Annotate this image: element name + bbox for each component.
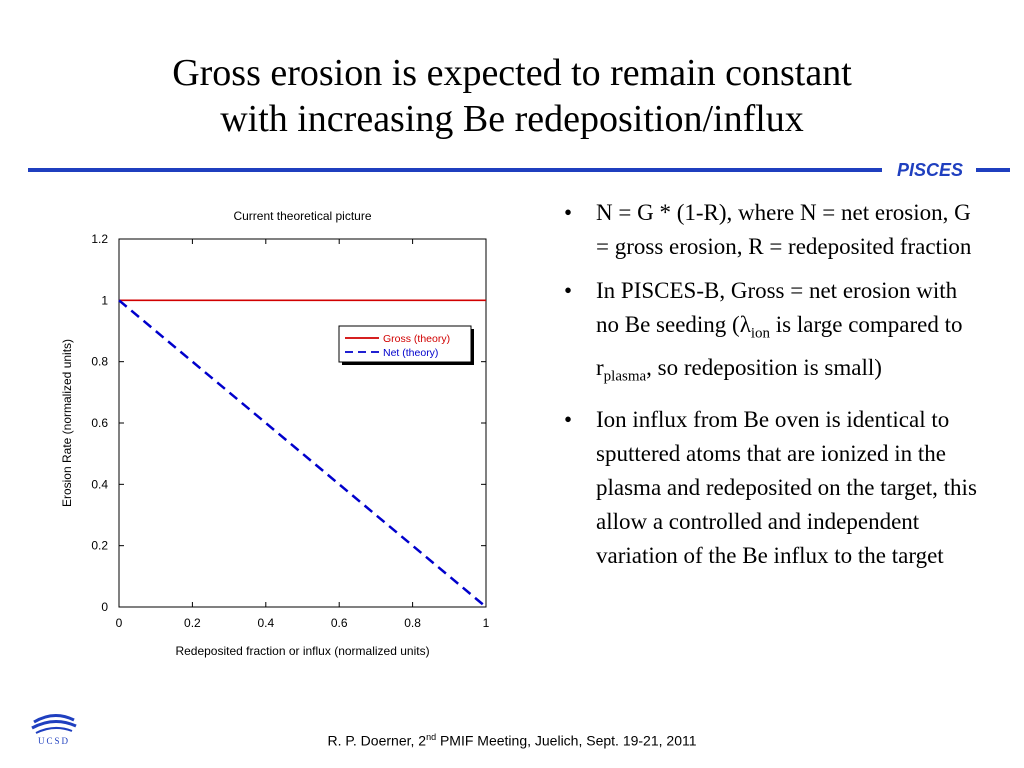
bullet-item: Ion influx from Be oven is identical to … <box>560 403 980 573</box>
footer-superscript: nd <box>426 732 437 742</box>
header-rule-right <box>976 168 1010 172</box>
footer-text: PMIF Meeting, Juelich, Sept. 19-21, 2011 <box>436 732 697 749</box>
ucsd-logo: UCSD <box>31 714 77 746</box>
header-rule-left <box>28 168 882 172</box>
bullet-text: In PISCES-B, Gross = net erosion with no… <box>596 278 958 337</box>
x-tick-label: 0.4 <box>257 616 274 630</box>
bullet-item: In PISCES-B, Gross = net erosion with no… <box>560 274 980 393</box>
logo-text: UCSD <box>38 736 70 746</box>
erosion-chart: Current theoretical picture 0 0.2 0.4 0.6 0.8… <box>60 209 490 658</box>
footer-text: R. P. Doerner, 2 <box>327 732 427 749</box>
y-tick-label: 1 <box>101 293 108 307</box>
chart-title: Current theoretical picture <box>233 209 371 223</box>
slide-title: Gross erosion is expected to remain cons… <box>60 50 964 142</box>
footer: R. P. Doerner, 2nd PMIF Meeting, Juelich… <box>0 732 1024 749</box>
legend-label: Net (theory) <box>383 347 438 359</box>
x-tick-label: 0.2 <box>184 616 201 630</box>
title-line-2: with increasing Be redeposition/influx <box>220 98 804 140</box>
lambda-symbol: λ <box>739 312 751 337</box>
legend-label: Gross (theory) <box>383 333 450 345</box>
y-tick-label: 0 <box>101 600 108 614</box>
bullet-text: , so redeposition is small) <box>646 354 882 380</box>
y-axis-label: Erosion Rate (normalized units) <box>60 339 74 507</box>
bullet-text: N = G * (1-R), where N = net erosion, G … <box>596 200 972 259</box>
bullet-list: N = G * (1-R), where N = net erosion, G … <box>560 196 980 583</box>
bullet-text: Ion influx from Be oven is identical to … <box>596 407 977 569</box>
legend-box <box>338 325 472 363</box>
bullet-text: is large compared to r <box>596 312 963 380</box>
plot-frame <box>118 238 487 608</box>
brand-label: PISCES <box>896 160 964 180</box>
y-tick-label: 0.6 <box>91 416 108 430</box>
y-tick-label: 0.2 <box>91 539 108 553</box>
bullet-item: N = G * (1-R), where N = net erosion, G … <box>560 196 980 264</box>
y-tick-label: 0.4 <box>91 477 108 491</box>
x-tick-label: 0.6 <box>331 616 348 630</box>
x-tick-label: 0 <box>116 616 123 630</box>
y-tick-label: 1.2 <box>91 232 108 246</box>
x-tick-label: 1 <box>483 616 490 630</box>
x-tick-label: 0.8 <box>404 616 421 630</box>
y-tick-label: 0.8 <box>91 355 108 369</box>
x-axis-label: Redeposited fraction or influx (normaliz… <box>175 644 429 658</box>
subscript: plasma <box>603 368 647 385</box>
subscript: ion <box>750 325 771 342</box>
title-line-1: Gross erosion is expected to remain cons… <box>172 52 852 94</box>
